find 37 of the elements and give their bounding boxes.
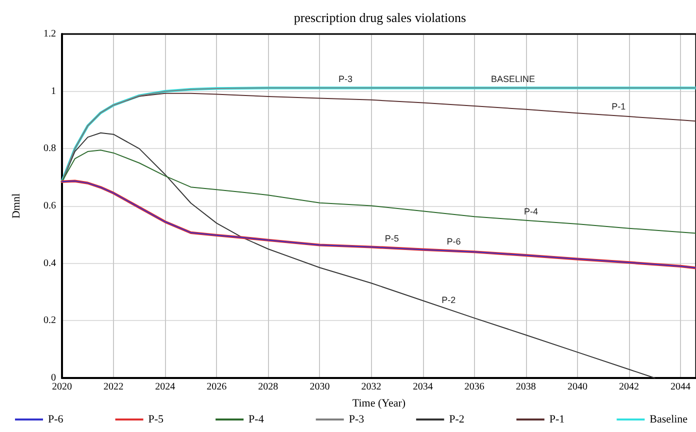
y-axis-title: Dmnl	[10, 193, 22, 219]
x-tick-label: 2032	[361, 382, 382, 392]
annotation: P-5	[384, 234, 399, 244]
legend-label: Baseline	[650, 414, 688, 426]
x-tick-label: 2028	[258, 382, 278, 392]
chart-title: prescription drug sales violations	[294, 10, 466, 25]
y-tick-label: 1.2	[44, 28, 56, 40]
x-tick-label: 2044	[670, 382, 691, 392]
legend-label: P-3	[348, 414, 365, 426]
legend-label: P-1	[549, 414, 565, 426]
x-axis-title: Time (Year)	[352, 398, 406, 410]
legend-label: P-6	[48, 414, 64, 426]
x-tick-label: 2026	[206, 382, 227, 392]
annotation: P-3	[338, 74, 353, 84]
legend-label: P-4	[248, 414, 264, 426]
x-tick-label: 2036	[464, 382, 484, 392]
x-tick-label: 2020	[52, 382, 72, 392]
legend-label: P-2	[449, 414, 464, 426]
legend-label: P-5	[148, 414, 164, 426]
y-tick-label: 0.2	[44, 315, 56, 326]
y-tick-label: 0.4	[44, 258, 56, 269]
x-tick-label: 2030	[310, 382, 330, 392]
y-tick-label: 0.6	[44, 200, 56, 212]
x-tick-label: 2040	[567, 382, 588, 392]
x-tick-label: 2022	[104, 382, 124, 392]
x-tick-label: 2034	[412, 382, 433, 392]
x-tick-label: 2042	[618, 382, 639, 392]
y-tick-label: 0	[51, 372, 56, 384]
annotation: P-1	[612, 102, 626, 112]
y-tick-label: 0.8	[44, 143, 56, 154]
y-tick-label: 1	[51, 86, 56, 97]
annotation: P-6	[446, 236, 461, 247]
annotation: P-4	[524, 206, 538, 216]
annotation: P-2	[442, 295, 456, 306]
x-tick-label: 2024	[155, 382, 176, 392]
x-tick-label: 2038	[516, 382, 536, 392]
annotation: BASELINE	[491, 74, 536, 84]
